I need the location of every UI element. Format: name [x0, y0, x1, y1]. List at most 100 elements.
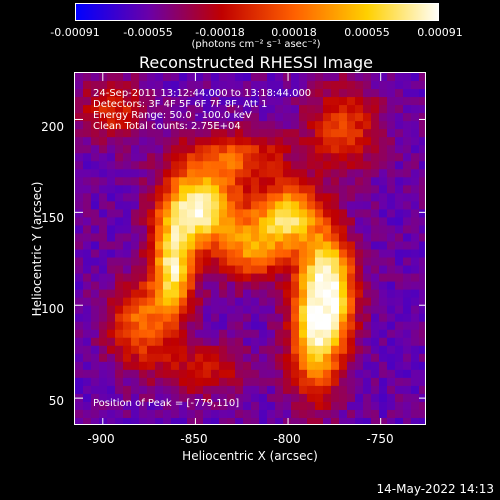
heatmap-cell [83, 409, 92, 419]
heatmap-cell [123, 145, 132, 154]
heatmap-cell [403, 417, 412, 424]
heatmap-cell [291, 241, 300, 251]
heatmap-cell [339, 161, 348, 170]
heatmap-cell [163, 401, 172, 411]
heatmap-cell [195, 217, 204, 227]
heatmap-cell [267, 129, 276, 138]
heatmap-cell [123, 265, 132, 275]
heatmap-cell [283, 401, 292, 411]
heatmap-cell [91, 217, 100, 227]
heatmap-cell [403, 393, 412, 403]
heatmap-cell [139, 105, 148, 114]
heatmap-cell [395, 401, 404, 411]
heatmap-cell [131, 377, 140, 387]
heatmap-cell [171, 225, 180, 235]
heatmap-cell [99, 185, 108, 194]
heatmap-cell [75, 209, 84, 219]
heatmap-cell [411, 361, 420, 371]
heatmap-cell [75, 305, 84, 315]
heatmap-cell [75, 273, 84, 283]
heatmap-cell [235, 401, 244, 411]
heatmap-cell [299, 337, 308, 347]
heatmap-cell [195, 177, 204, 186]
heatmap-cell [131, 281, 140, 291]
heatmap-cell [83, 201, 92, 210]
heatmap-cell [403, 201, 412, 210]
heatmap-cell [195, 273, 204, 283]
heatmap-cell [179, 273, 188, 283]
heatmap-cell [395, 89, 404, 98]
heatmap-cell [171, 169, 180, 178]
heatmap-cell [403, 353, 412, 363]
heatmap-cell [147, 393, 156, 403]
heatmap-cell [171, 81, 180, 90]
heatmap-cell [139, 177, 148, 186]
heatmap-cell [323, 353, 332, 363]
heatmap-cell [331, 161, 340, 170]
heatmap-cell [403, 193, 412, 202]
heatmap-cell [315, 217, 324, 227]
heatmap-cell [339, 329, 348, 339]
heatmap-cell [403, 113, 412, 122]
heatmap-cell [195, 313, 204, 323]
heatmap-cell [259, 313, 268, 323]
heatmap-cell [363, 81, 372, 90]
heatmap-cell [347, 137, 356, 146]
heatmap-cell [363, 329, 372, 339]
heatmap-cell [275, 361, 284, 371]
heatmap-cell [75, 185, 84, 194]
heatmap-cell [83, 129, 92, 138]
heatmap-cell [331, 153, 340, 162]
heatmap-cell [363, 393, 372, 403]
heatmap-cell [219, 313, 228, 323]
heatmap-cell [107, 209, 116, 219]
heatmap-cell [227, 273, 236, 283]
heatmap-cell [355, 193, 364, 202]
heatmap-cell [91, 401, 100, 411]
heatmap-cell [179, 185, 188, 194]
heatmap-cell [211, 81, 220, 90]
heatmap-cell [99, 161, 108, 170]
heatmap-cell [259, 401, 268, 411]
heatmap-cell [371, 377, 380, 387]
heatmap-cell [363, 409, 372, 419]
heatmap-cell [355, 265, 364, 275]
heatmap-cell [267, 81, 276, 90]
heatmap-cell [283, 345, 292, 355]
heatmap-cell [91, 393, 100, 403]
heatmap-cell [291, 257, 300, 267]
heatmap-cell [395, 129, 404, 138]
heatmap-cell [259, 369, 268, 379]
heatmap-cell [203, 289, 212, 299]
heatmap-cell [395, 393, 404, 403]
heatmap-cell [235, 265, 244, 275]
heatmap-cell [411, 121, 420, 130]
heatmap-cell [171, 97, 180, 106]
heatmap-cell [387, 409, 396, 419]
heatmap-cell [187, 401, 196, 411]
heatmap-cell [251, 361, 260, 371]
heatmap-cell [235, 417, 244, 424]
heatmap-cell [91, 385, 100, 395]
heatmap-cell [283, 241, 292, 251]
heatmap-cell [259, 305, 268, 315]
heatmap-cell [363, 241, 372, 251]
heatmap-cell [195, 137, 204, 146]
heatmap-cell [179, 169, 188, 178]
heatmap-cell [387, 217, 396, 227]
heatmap-cell [243, 345, 252, 355]
heatmap-cell [219, 89, 228, 98]
heatmap-cell [219, 161, 228, 170]
colorbar [75, 3, 439, 21]
heatmap-cell [251, 273, 260, 283]
heatmap-cell [299, 265, 308, 275]
heatmap-cell [91, 273, 100, 283]
heatmap-cell [395, 321, 404, 331]
heatmap-cell [291, 161, 300, 170]
heatmap-cell [155, 401, 164, 411]
heatmap-cell [299, 161, 308, 170]
heatmap-cell [163, 217, 172, 227]
heatmap-cell [323, 257, 332, 267]
heatmap-cell [419, 153, 425, 162]
heatmap-cell [243, 297, 252, 307]
